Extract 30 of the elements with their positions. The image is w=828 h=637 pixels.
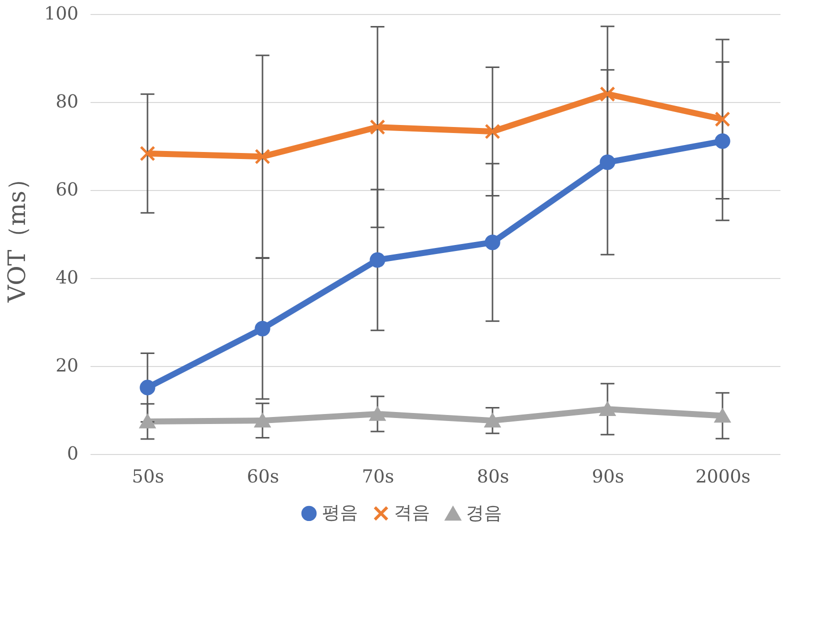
point xyxy=(714,111,730,127)
y-axis-title: VOT（ms） xyxy=(3,166,32,304)
legend-label: 격음 xyxy=(394,502,430,524)
point xyxy=(600,154,616,170)
y-tick-label: 80 xyxy=(56,92,78,112)
x-tick-label: 90s xyxy=(592,466,624,488)
y-tick-label: 0 xyxy=(67,444,78,464)
y-tick-label: 40 xyxy=(56,268,78,288)
y-tick-label: 20 xyxy=(56,356,78,376)
point xyxy=(370,252,386,268)
x-tick-label: 50s xyxy=(132,466,164,488)
point xyxy=(140,146,156,162)
point xyxy=(370,119,386,135)
point xyxy=(600,86,616,102)
point xyxy=(254,320,270,336)
x-tick-label: 80s xyxy=(476,466,510,488)
point xyxy=(484,234,500,250)
y-tick-label: 60 xyxy=(56,180,78,200)
x-tick-label: 60s xyxy=(246,466,280,488)
y-tick-label: 100 xyxy=(44,4,78,24)
point xyxy=(714,408,730,423)
point xyxy=(600,402,616,416)
legend-label: 평음 xyxy=(322,502,358,524)
x-tick-label: 2000s xyxy=(695,466,751,488)
point xyxy=(140,380,156,396)
x-tick-label: 70s xyxy=(362,466,394,488)
point xyxy=(484,124,500,140)
point xyxy=(254,148,270,164)
point xyxy=(714,133,730,149)
legend-label: 경음 xyxy=(466,502,502,524)
